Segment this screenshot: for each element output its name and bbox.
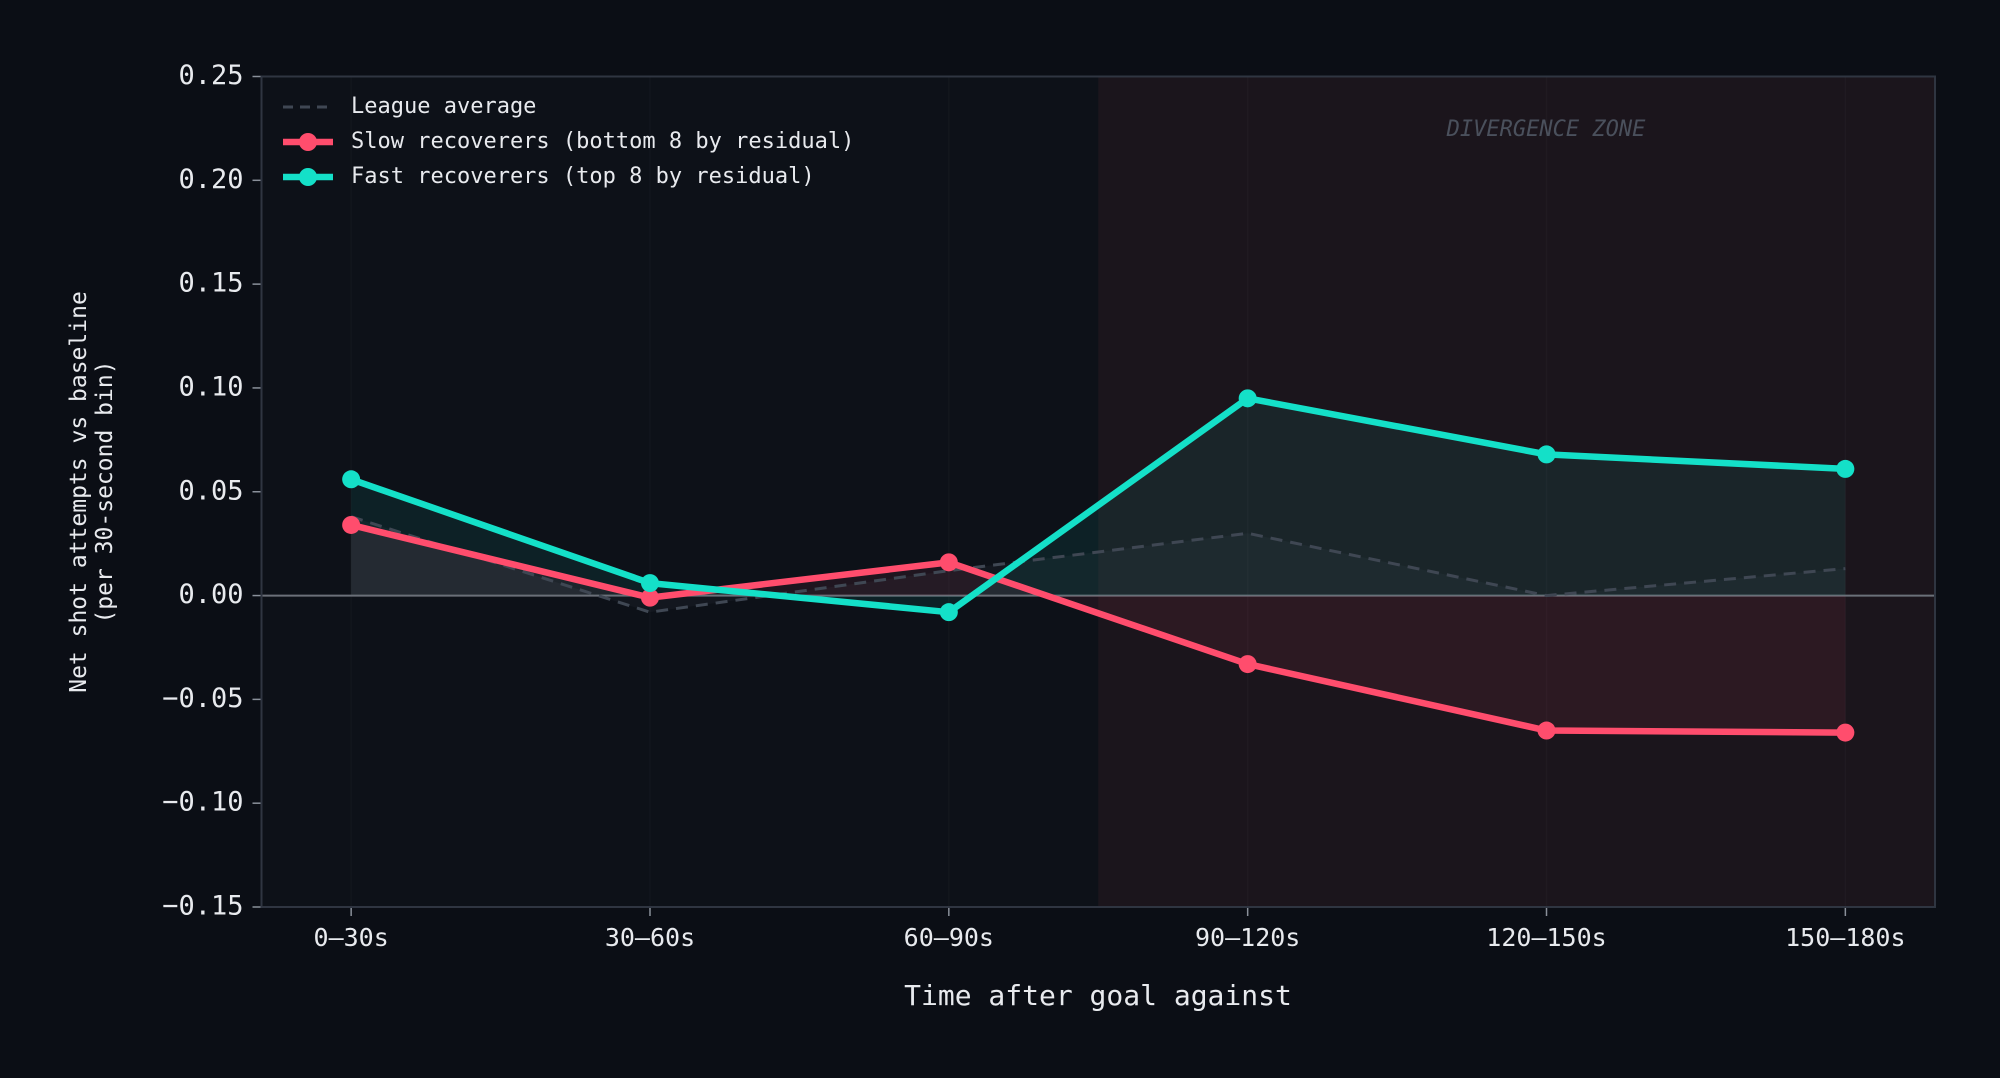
point <box>1238 389 1257 408</box>
point <box>1836 723 1855 742</box>
plot-layer: DIVERGENCE ZONE −0.15 −0.10 −0.05 0.00 0.05 0.… <box>162 60 1935 952</box>
y-tick-label: 0.15 <box>178 268 243 299</box>
x-tick-label: 150–180s <box>1785 923 1905 952</box>
point <box>1537 445 1556 464</box>
divergence-label: DIVERGENCE ZONE <box>1446 117 1646 142</box>
plot-frame <box>260 75 1936 908</box>
x-tick-label: 60–90s <box>904 923 994 952</box>
y-tick-label: 0.25 <box>178 60 243 91</box>
series-line <box>350 395 1846 616</box>
point <box>342 470 361 489</box>
point <box>640 588 659 607</box>
point <box>342 515 361 534</box>
x-tick-label: 90–120s <box>1195 923 1300 952</box>
series-line <box>350 521 1846 736</box>
series-line <box>350 515 1846 614</box>
y-tick-label: 0.05 <box>178 475 243 506</box>
plot-area <box>261 76 1935 907</box>
point <box>939 603 958 622</box>
divergence-zone <box>1098 76 1935 907</box>
x-axis-title: Time after goal against <box>904 979 1292 1012</box>
point <box>939 553 958 572</box>
series-area <box>351 524 1846 733</box>
point <box>640 574 659 593</box>
x-tick-label: 30–60s <box>605 923 695 952</box>
legend-label: League average <box>351 94 536 119</box>
y-tick-label: 0.00 <box>178 579 243 610</box>
x-tick-label: 0–30s <box>314 923 389 952</box>
series-area <box>351 516 1846 613</box>
point <box>1537 721 1556 740</box>
legend-label: Fast recoverers (top 8 by residual) <box>351 164 815 189</box>
x-tick-label: 120–150s <box>1486 923 1606 952</box>
point <box>1238 655 1257 674</box>
series-area <box>351 398 1846 613</box>
y-tick-label: 0.20 <box>178 164 243 195</box>
y-tick-label: −0.15 <box>162 891 243 922</box>
legend-marker <box>299 133 317 151</box>
y-tick-label: −0.05 <box>162 683 243 714</box>
y-tick-label: 0.10 <box>178 371 243 402</box>
y-axis-title: Net shot attempts vs baseline(per 30-sec… <box>66 291 118 693</box>
y-tick-label: −0.10 <box>162 787 243 818</box>
legend-label: Slow recoverers (bottom 8 by residual) <box>351 129 854 154</box>
point <box>1836 459 1855 478</box>
legend-marker <box>299 168 317 186</box>
